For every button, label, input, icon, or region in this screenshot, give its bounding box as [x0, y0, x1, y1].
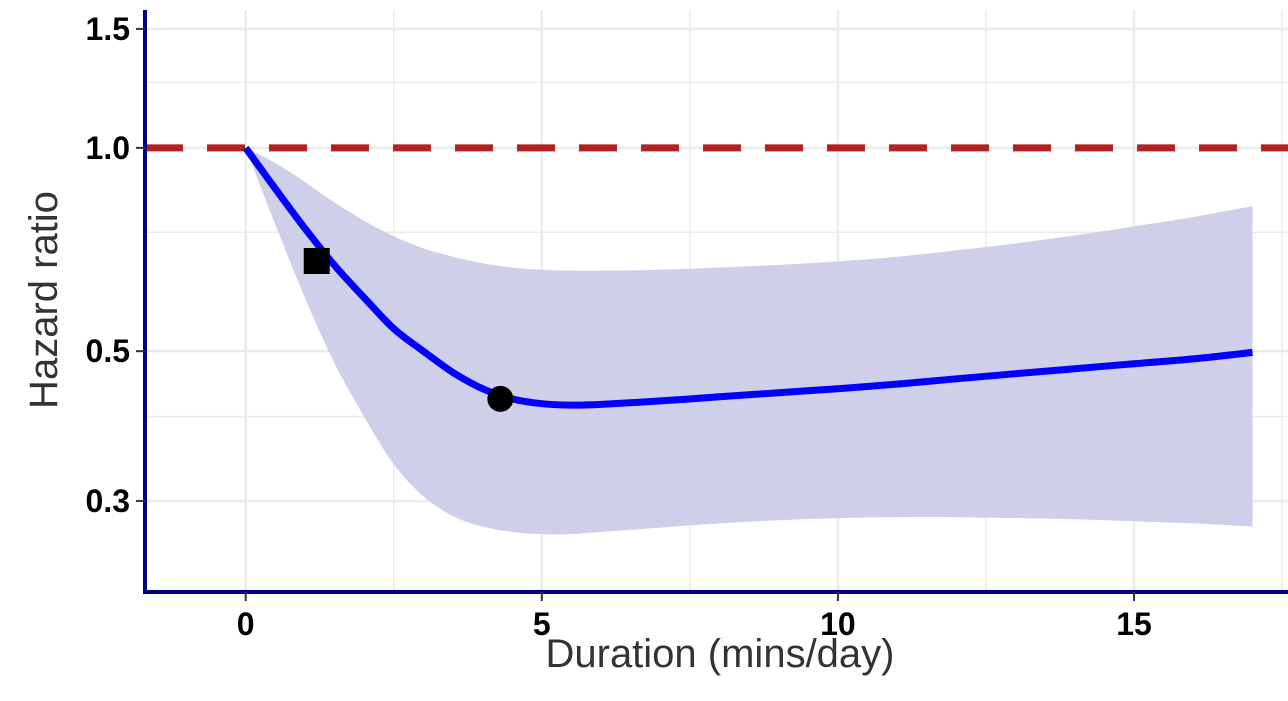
x-tick-label: 10 — [820, 606, 856, 642]
y-axis-title: Hazard ratio — [22, 191, 66, 409]
y-tick-label: 0.5 — [86, 333, 130, 369]
x-tick-label: 0 — [237, 606, 255, 642]
x-axis-ticks: 0 5 10 15 — [237, 592, 1152, 642]
markers — [303, 247, 514, 412]
x-tick-label: 15 — [1116, 606, 1152, 642]
circle-marker — [487, 385, 514, 412]
x-axis-title: Duration (mins/day) — [545, 632, 894, 676]
x-tick-label: 5 — [533, 606, 551, 642]
y-tick-label: 1.0 — [86, 130, 130, 166]
y-tick-label: 1.5 — [86, 11, 130, 47]
hazard-ratio-curve — [242, 145, 1253, 409]
square-marker — [303, 247, 330, 274]
y-axis-ticks: 0.3 0.5 1.0 1.5 — [86, 11, 145, 519]
confidence-band — [245, 147, 1253, 535]
y-tick-label: 0.3 — [86, 483, 130, 519]
